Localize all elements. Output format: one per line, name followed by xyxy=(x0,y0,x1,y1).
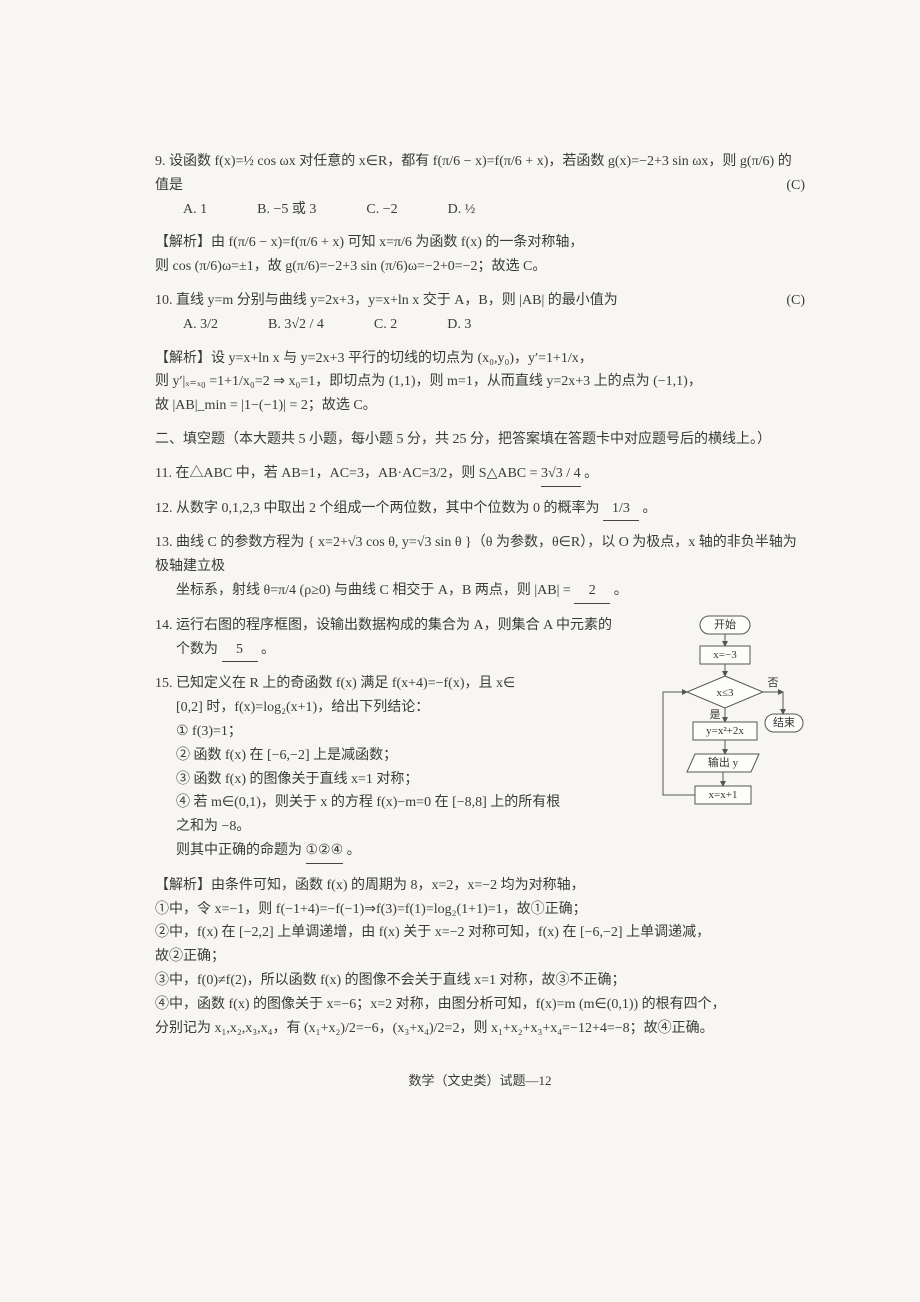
section-2-title: 二、填空题（本大题共 5 小题，每小题 5 分，共 25 分，把答案填在答题卡中… xyxy=(155,428,805,452)
q15-sol-s7: 分别记为 x₁,x₂,x₃,x₄，有 (x₁+x₂)/2=−6，(x₃+x₄)/… xyxy=(155,1017,805,1041)
flow-end-label: 结束 xyxy=(773,716,795,729)
q15-l8-wrap: 则其中正确的命题为 ①②④ 。 xyxy=(155,839,805,864)
q13-line1: 13. 曲线 C 的参数方程为 { x=2+√3 cos θ, y=√3 sin… xyxy=(155,531,805,579)
q15-sol-s3: ②中，f(x) 在 [−2,2] 上单调递增，由 f(x) 关于 x=−2 对称… xyxy=(155,921,805,945)
q13-line2-wrap: 坐标系，射线 θ=π/4 (ρ≥0) 与曲线 C 相交于 A，B 两点，则 |A… xyxy=(155,579,805,604)
question-12: 12. 从数字 0,1,2,3 中取出 2 个组成一个两位数，其中个位数为 0 … xyxy=(155,497,805,522)
q14-answer: 5 xyxy=(222,638,258,663)
q13-line2: 坐标系，射线 θ=π/4 (ρ≥0) 与曲线 C 相交于 A，B 两点，则 |A… xyxy=(176,583,574,598)
question-13: 13. 曲线 C 的参数方程为 { x=2+√3 cos θ, y=√3 sin… xyxy=(155,531,805,603)
q10-solution: 【解析】设 y=x+ln x 与 y=2x+3 平行的切线的切点为 (x₀,y₀… xyxy=(155,347,805,418)
flowchart: 开始 x=−3 x≤3 否 结束 是 y=x²+2x xyxy=(645,614,805,843)
q15-sol-s1: 【解析】由条件可知，函数 f(x) 的周期为 8，x=2，x=−2 均为对称轴， xyxy=(155,874,805,898)
q12-stem: 12. 从数字 0,1,2,3 中取出 2 个组成一个两位数，其中个位数为 0 … xyxy=(155,501,603,516)
q15-sol-s6: ④中，函数 f(x) 的图像关于 x=−6；x=2 对称，由图分析可知，f(x)… xyxy=(155,993,805,1017)
page-footer: 数学（文史类）试题—12 xyxy=(155,1070,805,1092)
q9-options: A. 1 B. −5 或 3 C. −2 D. ½ xyxy=(155,198,805,222)
flow-yes-label: 是 xyxy=(710,708,721,721)
q10-opt-c: C. 2 xyxy=(374,313,397,337)
question-11: 11. 在△ABC 中，若 AB=1，AC=3，AB·AC=3/2，则 S△AB… xyxy=(155,462,805,487)
q9-sol-line2: 则 cos (π/6)ω=±1，故 g(π/6)=−2+3 sin (π/6)ω… xyxy=(155,255,805,279)
flowchart-section: 开始 x=−3 x≤3 否 结束 是 y=x²+2x xyxy=(155,614,805,874)
q10-stem: 10. 直线 y=m 分别与曲线 y=2x+3，y=x+ln x 交于 A，B，… xyxy=(155,289,805,313)
q10-answer-mark: (C) xyxy=(786,289,805,313)
q9-solution: 【解析】由 f(π/6 − x)=f(π/6 + x) 可知 x=π/6 为函数… xyxy=(155,231,805,279)
q15-l8-pre: 则其中正确的命题为 xyxy=(176,843,306,858)
q10-sol-line2: 则 y′|ₓ₌ₓ₀ =1+1/x₀=2 ⇒ x₀=1，即切点为 (1,1)，则 … xyxy=(155,370,805,394)
q10-options: A. 3/2 B. 3√2 / 4 C. 2 D. 3 xyxy=(155,313,805,337)
q13-answer: 2 xyxy=(574,579,610,604)
q15-solution: 【解析】由条件可知，函数 f(x) 的周期为 8，x=2，x=−2 均为对称轴，… xyxy=(155,874,805,1041)
q15-sol-s5: ③中，f(0)≠f(2)，所以函数 f(x) 的图像不会关于直线 x=1 对称，… xyxy=(155,969,805,993)
question-9: 9. 设函数 f(x)=½ cos ωx 对任意的 x∈R，都有 f(π/6 −… xyxy=(155,150,805,221)
q10-opt-d: D. 3 xyxy=(447,313,471,337)
flowchart-svg: 开始 x=−3 x≤3 否 结束 是 y=x²+2x xyxy=(645,614,805,834)
q10-sol-line1: 【解析】设 y=x+ln x 与 y=2x+3 平行的切线的切点为 (x₀,y₀… xyxy=(155,347,805,371)
q15-sol-s4: 故②正确； xyxy=(155,945,805,969)
question-10: 10. 直线 y=m 分别与曲线 y=2x+3，y=x+ln x 交于 A，B，… xyxy=(155,289,805,337)
q9-opt-d: D. ½ xyxy=(448,198,476,222)
q10-text: 10. 直线 y=m 分别与曲线 y=2x+3，y=x+ln x 交于 A，B，… xyxy=(155,293,618,308)
flow-output-label: 输出 y xyxy=(708,755,739,769)
q15-sol-s2: ①中，令 x=−1，则 f(−1+4)=−f(−1)⇒f(3)=f(1)=log… xyxy=(155,898,805,922)
q10-sol-line3: 故 |AB|_min = |1−(−1)| = 2；故选 C。 xyxy=(155,394,805,418)
flow-calc-label: y=x²+2x xyxy=(706,725,744,737)
q10-opt-b: B. 3√2 / 4 xyxy=(268,313,324,337)
q9-opt-b: B. −5 或 3 xyxy=(257,198,316,222)
q9-stem: 9. 设函数 f(x)=½ cos ωx 对任意的 x∈R，都有 f(π/6 −… xyxy=(155,150,805,198)
flow-start-label: 开始 xyxy=(714,617,736,631)
flow-inc-label: x=x+1 xyxy=(709,789,738,801)
q9-opt-a: A. 1 xyxy=(183,198,207,222)
q9-answer-mark: (C) xyxy=(786,174,805,198)
q14-line2: 个数为 xyxy=(176,642,222,657)
q11-stem: 11. 在△ABC 中，若 AB=1，AC=3，AB·AC=3/2，则 S△AB… xyxy=(155,466,541,481)
flow-no-label: 否 xyxy=(768,677,779,689)
flow-cond-label: x≤3 xyxy=(716,687,734,699)
exam-page: 9. 设函数 f(x)=½ cos ωx 对任意的 x∈R，都有 f(π/6 −… xyxy=(0,0,920,1302)
flow-init-label: x=−3 xyxy=(713,649,737,661)
q10-opt-a: A. 3/2 xyxy=(183,313,218,337)
q9-opt-c: C. −2 xyxy=(366,198,397,222)
q12-answer: 1/3 xyxy=(603,497,639,522)
q11-answer: 3√3 / 4 xyxy=(541,462,581,487)
q15-answer: ①②④ xyxy=(306,839,344,864)
q9-sol-line1: 【解析】由 f(π/6 − x)=f(π/6 + x) 可知 x=π/6 为函数… xyxy=(155,231,805,255)
q9-text: 9. 设函数 f(x)=½ cos ωx 对任意的 x∈R，都有 f(π/6 −… xyxy=(155,154,792,193)
